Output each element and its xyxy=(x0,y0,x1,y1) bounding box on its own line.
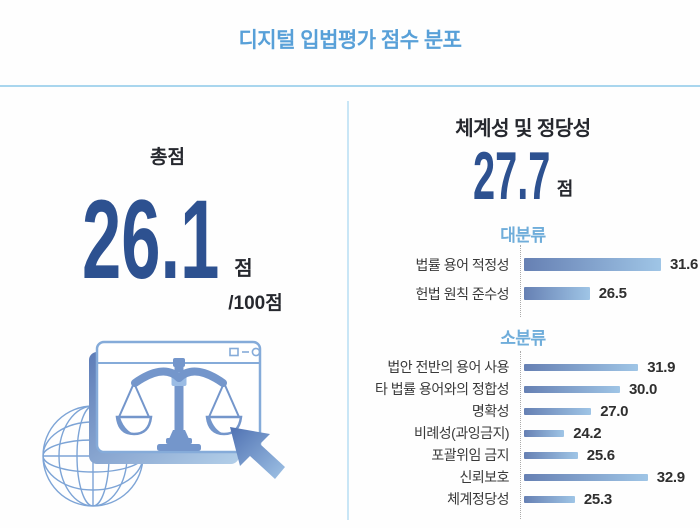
section-score-value-wrap: 27.7 xyxy=(472,137,551,214)
bar-category-label: 신뢰보호 xyxy=(459,469,509,485)
bar xyxy=(524,429,565,437)
bar-category-label: 명확성 xyxy=(471,403,510,419)
section-score-value: 27.7 xyxy=(472,137,551,214)
chart-row: 헌법 원칙 준수성 26.5 xyxy=(350,279,698,308)
vertical-divider xyxy=(347,101,349,520)
bar xyxy=(524,407,592,415)
total-score-block: 26.1 점 /100점 xyxy=(0,176,335,315)
chart-row: 포괄위임 금지 25.6 xyxy=(350,444,698,466)
section-title: 체계성 및 정당성 xyxy=(455,118,591,140)
chart-row: 체계정당성 25.3 xyxy=(350,488,698,510)
major-category-chart: 법률 용어 적정성 31.6 헌법 원칙 준수성 26.5 xyxy=(350,245,699,317)
section-score-unit: 점 xyxy=(556,179,574,199)
bar-value: 27.0 xyxy=(600,402,629,420)
bar xyxy=(524,258,661,271)
total-score-denominator: /100점 xyxy=(228,293,283,314)
bar-value: 31.9 xyxy=(647,358,676,376)
bar-value: 25.3 xyxy=(583,490,612,508)
total-score-unit: 점 xyxy=(234,258,253,280)
bar-value: 25.6 xyxy=(586,446,615,464)
chart-row: 타 법률 용어와의 정합성 30.0 xyxy=(350,378,698,400)
chart-row: 법률 용어 적정성 31.6 xyxy=(350,250,699,279)
bar xyxy=(524,287,590,300)
bar-value: 30.0 xyxy=(629,380,657,398)
bar-category-label: 비례성(과잉금지) xyxy=(414,425,509,441)
justice-scales-icon xyxy=(115,358,243,451)
total-score-value: 26.1 xyxy=(82,176,220,302)
chart-row: 법안 전반의 용어 사용 31.9 xyxy=(350,356,698,378)
bar xyxy=(524,473,648,481)
cursor-arrow-icon xyxy=(230,427,285,479)
horizontal-divider xyxy=(0,85,700,87)
chart-row: 비례성(과잉금지) 24.2 xyxy=(350,422,698,444)
bar-value: 31.6 xyxy=(670,256,698,273)
section-score-block: 27.7 점 xyxy=(348,137,698,214)
bar-category-label: 체계정당성 xyxy=(447,491,509,507)
page-title: 디지털 입법평가 점수 분포 xyxy=(238,29,462,52)
minor-category-chart-label: 소분류 xyxy=(500,329,546,348)
total-score-value-wrap: 26.1 xyxy=(82,176,227,302)
bar-value: 24.2 xyxy=(573,424,602,442)
chart-row: 신뢰보호 32.9 xyxy=(350,466,698,488)
bar xyxy=(524,385,620,393)
bar-category-label: 포괄위임 금지 xyxy=(431,447,509,463)
bar-value: 26.5 xyxy=(598,285,627,302)
bar-category-label: 타 법률 용어와의 정합성 xyxy=(375,381,509,397)
window-controls-icon xyxy=(229,347,261,357)
total-score-label: 총점 xyxy=(150,147,185,168)
bar-value: 32.9 xyxy=(656,468,685,486)
bar-category-label: 법안 전반의 용어 사용 xyxy=(387,359,509,375)
bar xyxy=(524,363,639,371)
bar-category-label: 헌법 원칙 준수성 xyxy=(415,285,510,302)
bar-category-label: 법률 용어 적정성 xyxy=(415,256,510,273)
minor-category-chart: 법안 전반의 용어 사용 31.9 타 법률 용어와의 정합성 30.0 명확성 27.0… xyxy=(350,351,698,519)
bar xyxy=(524,451,578,459)
legal-tech-illustration xyxy=(40,330,315,528)
chart-row: 명확성 27.0 xyxy=(350,400,698,422)
bar xyxy=(524,495,575,503)
major-category-chart-label: 대분류 xyxy=(500,226,546,245)
